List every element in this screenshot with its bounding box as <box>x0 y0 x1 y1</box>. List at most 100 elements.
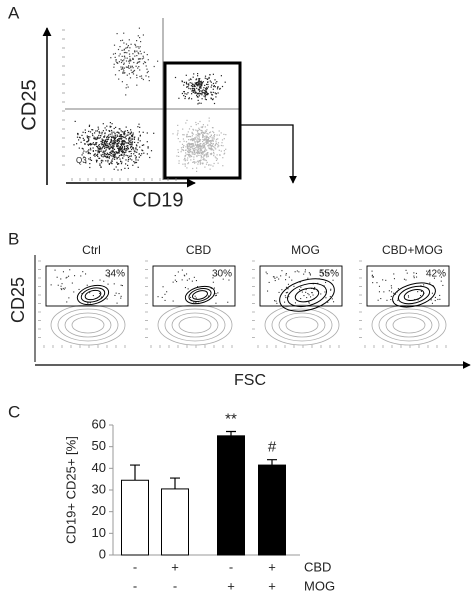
event-dot <box>198 137 200 139</box>
event-dot <box>136 77 138 79</box>
event-dot <box>113 148 116 150</box>
event-dot <box>130 153 132 155</box>
event-dot <box>206 156 208 158</box>
event-dot <box>99 157 101 159</box>
event-dot <box>193 151 196 153</box>
event-dot <box>128 131 130 133</box>
event-dot <box>98 137 100 139</box>
event-dot <box>92 147 94 149</box>
event-dot <box>206 94 209 96</box>
event-dot <box>197 137 199 139</box>
contour <box>184 285 216 305</box>
event-dot <box>172 300 174 302</box>
event-dot <box>213 135 215 137</box>
event-dot <box>380 298 382 300</box>
event-dot <box>98 150 100 152</box>
event-dot <box>198 160 200 162</box>
event-dot <box>217 142 220 144</box>
event-dot <box>195 152 197 154</box>
event-dot <box>196 84 198 86</box>
event-dot <box>123 133 126 135</box>
event-dot <box>388 290 390 292</box>
event-dot <box>200 152 202 154</box>
event-dot <box>56 276 58 278</box>
event-dot <box>188 84 190 86</box>
event-dot <box>129 47 131 49</box>
event-dot <box>113 156 116 159</box>
event-dot <box>128 150 130 153</box>
event-dot <box>182 149 184 151</box>
event-dot <box>120 297 122 299</box>
event-dot <box>128 50 130 52</box>
event-dot <box>138 47 140 49</box>
event-dot <box>123 147 126 149</box>
event-dot <box>182 138 184 140</box>
gate-label: 42% <box>426 269 446 280</box>
event-dot <box>127 164 129 166</box>
event-dot <box>120 143 122 145</box>
event-dot <box>219 154 221 156</box>
event-dot <box>195 302 197 304</box>
event-dot <box>206 129 208 131</box>
event-dot <box>209 132 211 134</box>
event-dot <box>187 163 189 165</box>
event-dot <box>198 147 200 149</box>
event-dot <box>139 146 141 148</box>
event-dot <box>190 149 192 151</box>
event-dot <box>223 133 225 135</box>
event-dot <box>213 146 215 148</box>
event-dot <box>113 66 115 68</box>
event-dot <box>214 144 217 146</box>
event-dot <box>423 284 425 286</box>
event-dot <box>185 74 187 76</box>
event-dot <box>105 146 107 148</box>
event-dot <box>178 162 180 164</box>
event-dot <box>84 143 86 145</box>
event-dot <box>96 154 98 156</box>
contour <box>264 304 340 346</box>
event-dot <box>333 301 335 303</box>
event-dot <box>100 143 102 145</box>
event-dot <box>286 292 288 294</box>
event-dot <box>123 67 125 69</box>
event-dot <box>78 139 80 141</box>
event-dot <box>125 47 127 49</box>
event-dot <box>190 159 192 161</box>
event-dot <box>185 159 187 161</box>
event-dot <box>62 287 64 289</box>
event-dot <box>331 269 333 271</box>
event-dot <box>116 138 119 141</box>
event-dot <box>125 147 127 150</box>
event-dot <box>102 156 104 158</box>
contour <box>164 308 226 342</box>
event-dot <box>119 134 121 136</box>
event-dot <box>196 146 198 148</box>
event-dot <box>95 150 97 152</box>
event-dot <box>208 144 210 146</box>
event-dot <box>191 143 193 145</box>
event-dot <box>186 119 188 121</box>
event-dot <box>197 89 199 91</box>
event-dot <box>113 138 116 141</box>
event-dot <box>106 145 108 147</box>
event-dot <box>213 287 215 289</box>
event-dot <box>99 164 101 166</box>
event-dot <box>193 87 195 90</box>
event-dot <box>197 96 199 98</box>
event-dot <box>123 70 125 72</box>
event-dot <box>122 136 124 138</box>
event-dot <box>112 147 114 150</box>
contour <box>171 312 219 338</box>
event-dot <box>123 140 125 142</box>
event-dot <box>215 96 217 98</box>
event-dot <box>190 85 192 87</box>
event-dot <box>187 157 189 159</box>
event-dot <box>206 149 208 151</box>
contour <box>278 312 326 338</box>
event-dot <box>123 48 125 50</box>
event-dot <box>122 72 124 74</box>
group-sign: + <box>268 578 276 593</box>
event-dot <box>204 95 207 97</box>
event-dot <box>227 301 229 303</box>
